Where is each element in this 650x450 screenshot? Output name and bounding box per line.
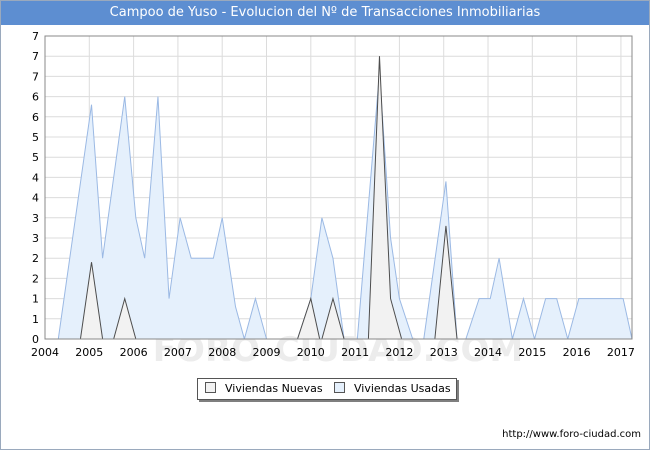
axes: 2004 2005 2006 2007 2008 2009 2010 2011 2012 2013…: [31, 30, 635, 359]
y-tick-label: 6: [32, 111, 39, 124]
y-tick-label: 3: [32, 232, 39, 245]
x-tick-label: 2008: [208, 346, 236, 359]
series-area-0: [58, 72, 632, 339]
x-tick-label: 2007: [164, 346, 192, 359]
x-tick-label: 2013: [430, 346, 458, 359]
plot-border: [44, 35, 633, 340]
x-tick-label: 2010: [297, 346, 325, 359]
series-area-1: [80, 56, 458, 339]
y-tick-label: 2: [32, 252, 39, 265]
y-tick-label: 6: [32, 91, 39, 104]
legend-swatch-nuevas: [205, 382, 216, 393]
y-tick-label: 7: [32, 50, 39, 63]
y-tick-label: 4: [32, 192, 39, 205]
x-tick-label: 2012: [385, 346, 413, 359]
y-tick-label: 7: [32, 30, 39, 43]
y-tick-label: 4: [32, 171, 39, 184]
y-tick-label: 1: [32, 313, 39, 326]
legend-label-usadas: Viviendas Usadas: [354, 382, 451, 395]
x-tick-label: 2004: [31, 346, 59, 359]
y-tick-label: 2: [32, 272, 39, 285]
series-line-0: [57, 72, 632, 339]
x-tick-label: 2014: [474, 346, 502, 359]
y-tick-label: 3: [32, 212, 39, 225]
legend-label-nuevas: Viviendas Nuevas: [225, 382, 323, 395]
x-tick-label: 2016: [563, 346, 591, 359]
x-tick-label: 2009: [253, 346, 281, 359]
x-tick-label: 2006: [120, 346, 148, 359]
legend-item-nuevas: Viviendas Nuevas: [205, 382, 323, 396]
chart-title: Campoo de Yuso - Evolucion del Nº de Tra…: [1, 1, 649, 25]
legend-item-usadas: Viviendas Usadas: [334, 382, 451, 396]
y-tick-label: 1: [32, 293, 39, 306]
source-link[interactable]: http://www.foro-ciudad.com: [502, 429, 641, 440]
legend-swatch-usadas: [334, 382, 345, 393]
y-tick-label: 5: [32, 131, 39, 144]
x-tick-label: 2005: [75, 346, 103, 359]
series-layer: [57, 56, 632, 339]
y-tick-label: 7: [32, 70, 39, 83]
chart-legend: Viviendas Nuevas Viviendas Usadas: [197, 378, 457, 400]
x-tick-label: 2017: [607, 346, 635, 359]
x-tick-label: 2015: [518, 346, 546, 359]
x-tick-label: 2011: [341, 346, 369, 359]
y-tick-label: 5: [32, 151, 39, 164]
y-tick-label: 0: [32, 333, 39, 346]
